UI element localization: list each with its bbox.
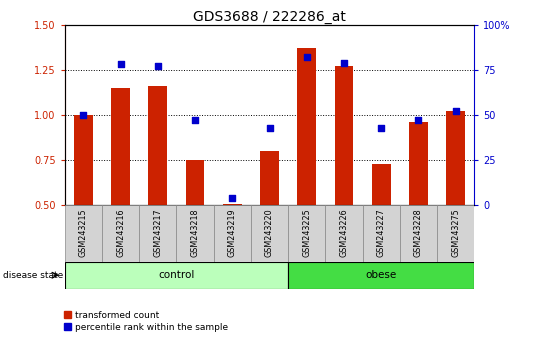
Text: GSM243220: GSM243220 [265,208,274,257]
Point [228,195,237,201]
Title: GDS3688 / 222286_at: GDS3688 / 222286_at [193,10,346,24]
Point [451,109,460,114]
Bar [65,262,288,289]
Point [302,55,311,60]
Bar [213,205,251,262]
Bar [288,262,474,289]
Bar [437,205,474,262]
Point [414,118,423,123]
Point [116,62,125,67]
Bar [251,205,288,262]
Text: GSM243227: GSM243227 [377,208,386,257]
Text: disease state: disease state [3,271,63,280]
Text: GSM243275: GSM243275 [451,208,460,257]
Bar [139,205,176,262]
Text: GSM243226: GSM243226 [340,208,349,257]
Text: GSM243225: GSM243225 [302,208,311,257]
Text: control: control [158,270,195,280]
Bar [111,88,130,205]
Point [154,63,162,69]
Bar [409,122,428,205]
Text: GSM243228: GSM243228 [414,208,423,257]
Point [79,112,88,118]
Bar [102,205,139,262]
Bar [176,205,213,262]
Text: obese: obese [365,270,397,280]
Point [340,60,348,65]
Bar [335,66,353,205]
Point [377,125,385,131]
Text: GSM243219: GSM243219 [228,208,237,257]
Bar [363,205,400,262]
Bar [298,48,316,205]
Bar [288,205,326,262]
Bar [260,151,279,205]
Text: GSM243216: GSM243216 [116,208,125,257]
Legend: transformed count, percentile rank within the sample: transformed count, percentile rank withi… [64,311,228,332]
Bar [65,205,102,262]
Text: GSM243217: GSM243217 [153,208,162,257]
Point [265,125,274,131]
Bar [74,115,93,205]
Bar [400,205,437,262]
Text: GSM243215: GSM243215 [79,208,88,257]
Text: GSM243218: GSM243218 [190,208,199,257]
Bar [148,86,167,205]
Bar [326,205,363,262]
Point [191,118,199,123]
Bar [223,204,241,205]
Bar [446,112,465,205]
Bar [372,164,391,205]
Bar [186,160,204,205]
